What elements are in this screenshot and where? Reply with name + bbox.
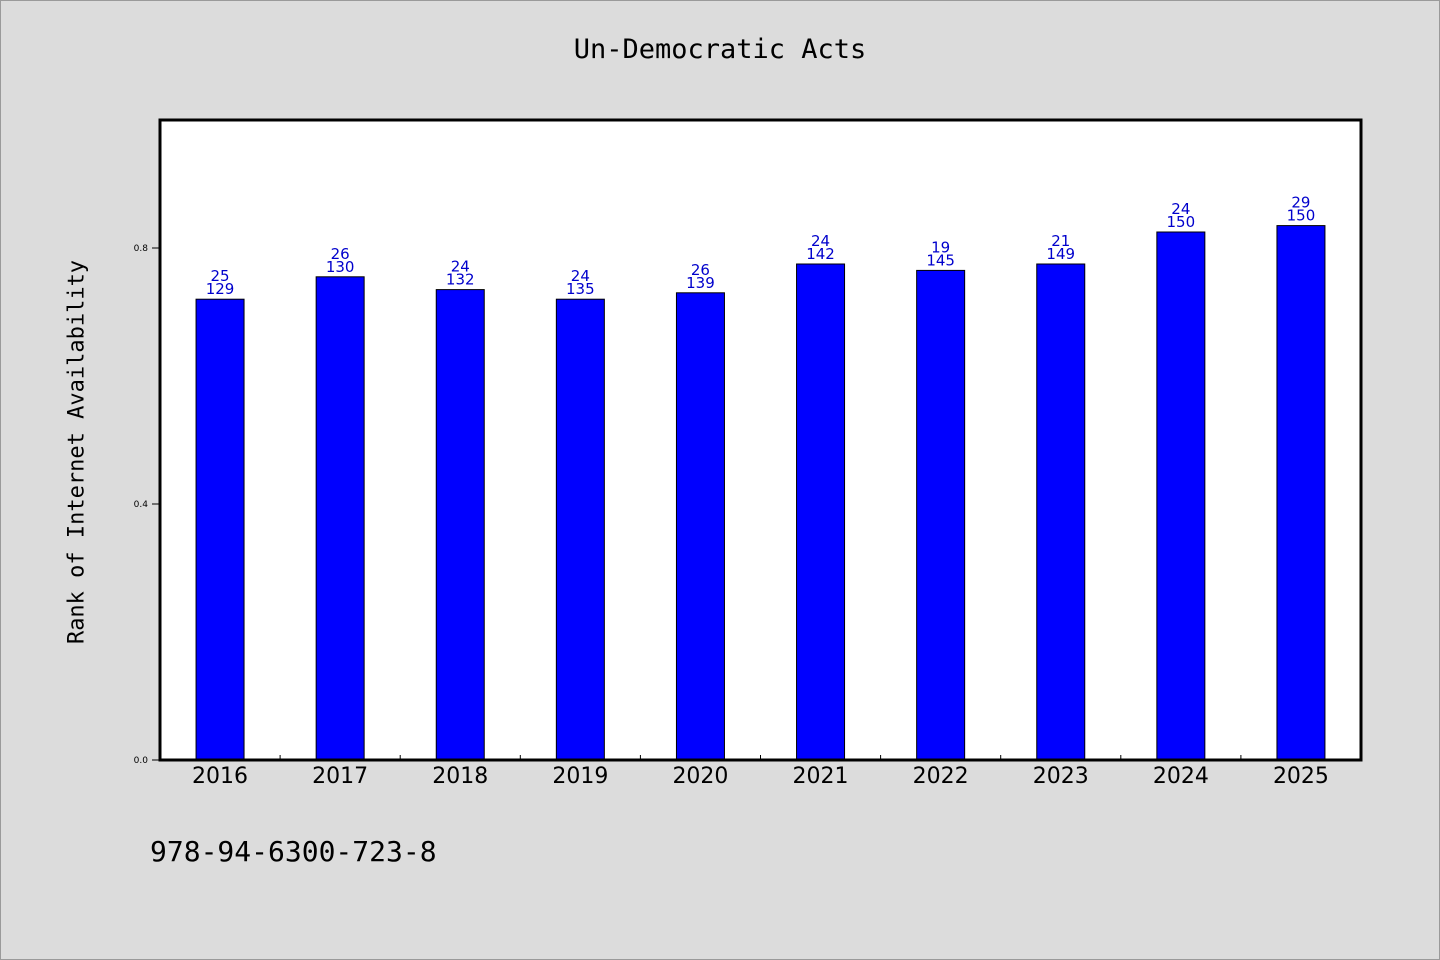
bar-label-top-2017: 26 [331, 245, 350, 263]
x-tick-label-2021: 2021 [793, 764, 849, 789]
y-tick-label: 0.4 [134, 500, 149, 510]
bar-label-bottom-2020: 139 [686, 274, 715, 292]
bar-label-top-2024: 24 [1171, 200, 1190, 218]
bar-label-top-2022: 19 [931, 238, 950, 256]
bar-label-bottom-2022: 145 [926, 251, 955, 269]
bar-label-bottom-2023: 149 [1046, 245, 1075, 263]
x-tick-label-2024: 2024 [1153, 764, 1209, 789]
plot-border [158, 118, 1363, 762]
bar-label-top-2016: 25 [211, 267, 230, 285]
bar-label-top-2019: 24 [571, 267, 590, 285]
x-ticks: 2016 2017 2018 2019 2020 2021 2022 2023 2024 2025 [192, 755, 1329, 789]
bar-2021 [796, 263, 846, 761]
x-tick-label-2019: 2019 [552, 764, 608, 789]
bar-2023 [1036, 263, 1086, 761]
bar-2022 [916, 269, 966, 761]
bar-label-top-2023: 21 [1051, 232, 1070, 250]
bar-2016 [195, 298, 245, 761]
bar-2017 [315, 276, 365, 761]
bar-label-bottom-2017: 130 [326, 258, 355, 276]
bar-label-bottom-2021: 142 [806, 245, 835, 263]
bar-2024 [1156, 231, 1206, 761]
bar-label-top-2021: 24 [811, 232, 830, 250]
bar-label-bottom-2018: 132 [446, 271, 475, 289]
bar-2025 [1276, 225, 1326, 761]
isbn-text: 978-94-6300-723-8 [150, 835, 437, 868]
x-tick-label-2016: 2016 [192, 764, 248, 789]
bar-2018 [435, 289, 485, 761]
bar-label-bottom-2025: 150 [1287, 207, 1316, 225]
bar-label-bottom-2024: 150 [1167, 213, 1196, 231]
x-tick-label-2022: 2022 [913, 764, 969, 789]
bar-label-bottom-2016: 129 [206, 280, 235, 298]
chart-title: Un-Democratic Acts [573, 34, 867, 65]
bar-2019 [555, 298, 605, 761]
bar-label-top-2018: 24 [451, 258, 470, 276]
bar-2020 [675, 292, 725, 761]
y-tick-label: 0.8 [134, 244, 149, 254]
x-tick-label-2020: 2020 [672, 764, 728, 789]
bar-label-bottom-2019: 135 [566, 280, 595, 298]
y-ticks: 0.0 0.4 0.8 [134, 244, 160, 766]
x-tick-label-2017: 2017 [312, 764, 368, 789]
bar-label-top-2020: 26 [691, 261, 710, 279]
y-tick-label: 0.0 [134, 756, 149, 766]
x-tick-label-2025: 2025 [1273, 764, 1329, 789]
x-tick-label-2023: 2023 [1033, 764, 1089, 789]
bar-label-top-2025: 29 [1291, 194, 1310, 212]
x-tick-label-2018: 2018 [432, 764, 488, 789]
